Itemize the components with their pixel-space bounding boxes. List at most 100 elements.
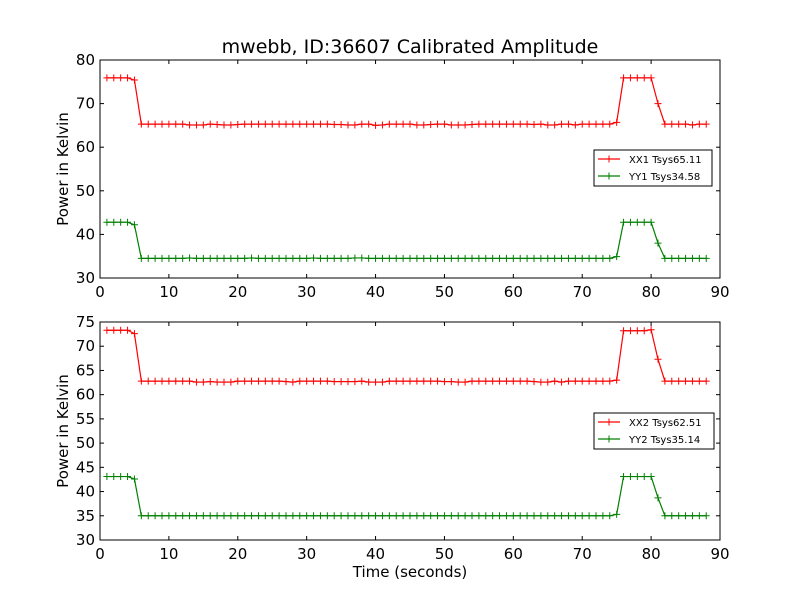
data-point <box>661 254 669 262</box>
data-point <box>303 120 311 128</box>
data-point <box>551 254 559 262</box>
data-point <box>124 473 132 481</box>
data-point <box>592 377 600 385</box>
data-point <box>420 121 428 129</box>
data-point <box>496 120 504 128</box>
data-point <box>640 473 648 481</box>
data-point <box>502 254 510 262</box>
data-point <box>296 377 304 385</box>
data-point <box>337 254 345 262</box>
data-point <box>144 377 152 385</box>
data-point <box>606 377 614 385</box>
data-point <box>564 120 572 128</box>
data-point <box>213 121 221 129</box>
data-point <box>675 254 683 262</box>
data-point <box>234 377 242 385</box>
data-point <box>351 378 359 386</box>
y-tick-label: 70 <box>76 337 95 355</box>
data-point <box>530 512 538 520</box>
data-point <box>661 120 669 128</box>
data-point <box>606 120 614 128</box>
data-point <box>268 377 276 385</box>
data-point <box>420 377 428 385</box>
data-point <box>344 121 352 129</box>
data-point <box>378 254 386 262</box>
data-point <box>695 120 703 128</box>
data-point <box>496 254 504 262</box>
data-point <box>682 377 690 385</box>
data-point <box>468 254 476 262</box>
data-point <box>192 512 200 520</box>
data-point <box>137 120 145 128</box>
data-point <box>351 121 359 129</box>
data-point <box>186 121 194 129</box>
data-point <box>509 377 517 385</box>
data-point <box>496 512 504 520</box>
data-point <box>372 378 380 386</box>
data-point <box>234 254 242 262</box>
data-point <box>502 377 510 385</box>
data-point <box>144 512 152 520</box>
plot-frame <box>99 59 721 279</box>
data-point <box>647 326 655 334</box>
data-point <box>241 120 249 128</box>
data-point <box>482 120 490 128</box>
data-point <box>117 473 125 481</box>
data-point <box>558 378 566 386</box>
legend-box <box>593 149 713 187</box>
legend-label: YY1 Tsys34.58 <box>628 172 700 183</box>
data-point <box>558 512 566 520</box>
data-point <box>165 512 173 520</box>
data-point <box>682 512 690 520</box>
data-point <box>702 377 710 385</box>
data-point <box>544 378 552 386</box>
data-point <box>688 512 696 520</box>
data-point <box>654 239 662 247</box>
data-point <box>668 512 676 520</box>
data-point <box>110 326 118 334</box>
data-point <box>413 512 421 520</box>
data-point <box>620 327 628 335</box>
data-point <box>537 378 545 386</box>
data-point <box>199 378 207 386</box>
data-point <box>578 512 586 520</box>
data-point <box>530 121 538 129</box>
data-point <box>392 254 400 262</box>
x-tick-label: 60 <box>504 283 523 301</box>
y-tick-label: 40 <box>76 483 95 501</box>
chart-panel-1: 0 10 20 30 40 50 60 70 80 90 30 40 50 60 70 80 Power in … <box>54 51 730 301</box>
data-point <box>509 254 517 262</box>
data-point <box>268 120 276 128</box>
data-point <box>633 74 641 82</box>
data-point <box>523 377 531 385</box>
x-tick-label: 70 <box>573 283 592 301</box>
x-tick-label: 30 <box>297 283 316 301</box>
data-point <box>537 512 545 520</box>
data-point <box>372 121 380 129</box>
data-point <box>199 121 207 129</box>
data-point <box>337 378 345 386</box>
legend-label: XX2 Tsys62.51 <box>629 418 702 429</box>
data-point <box>578 120 586 128</box>
data-point <box>571 377 579 385</box>
data-point <box>296 120 304 128</box>
data-point <box>530 254 538 262</box>
data-point <box>282 378 290 386</box>
data-point <box>385 254 393 262</box>
data-point <box>530 378 538 386</box>
data-point <box>558 254 566 262</box>
data-point <box>406 512 414 520</box>
data-point <box>179 512 187 520</box>
data-point <box>254 512 262 520</box>
data-point <box>351 512 359 520</box>
data-point <box>365 378 373 386</box>
data-point <box>633 327 641 335</box>
data-point <box>241 512 249 520</box>
data-point <box>406 377 414 385</box>
data-point <box>434 120 442 128</box>
data-point <box>192 254 200 262</box>
data-point <box>144 120 152 128</box>
data-point <box>220 378 228 386</box>
data-point <box>330 378 338 386</box>
data-point <box>310 512 318 520</box>
